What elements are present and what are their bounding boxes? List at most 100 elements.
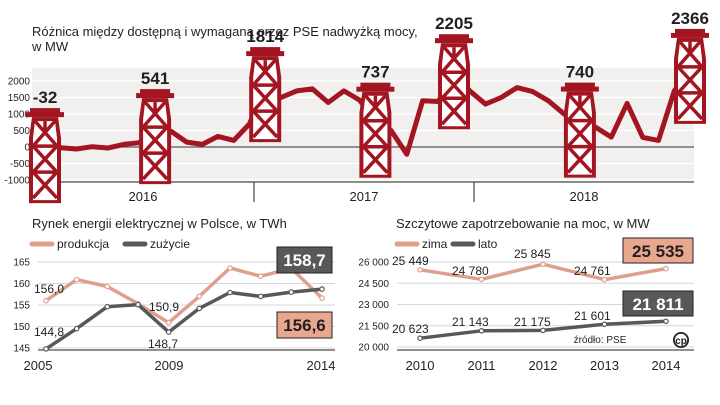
top-y-tick-label: 0 <box>24 143 30 154</box>
energy-data-point <box>43 297 49 304</box>
demand-data-point <box>540 327 546 334</box>
source-note: źródło: PSE <box>574 335 627 346</box>
energy-x-label-2005: 2005 <box>24 358 53 373</box>
demand-x-tick-label: 2013 <box>590 358 619 373</box>
peak-demand-y-axis: 26 000 24 500 23 000 21 500 20 000 <box>358 258 389 354</box>
energy-y-tick-label: 145 <box>13 344 30 355</box>
legend-label-zima: zima <box>422 237 448 251</box>
svg-text:cp: cp <box>675 336 687 347</box>
label-zima-2011: 24 780 <box>452 264 489 278</box>
energy-data-point <box>104 303 111 310</box>
energy-data-point <box>135 301 141 308</box>
top-annotation-label: -32 <box>33 88 58 107</box>
power-tower-icon <box>244 45 286 144</box>
energy-y-tick-label: 155 <box>13 301 30 312</box>
label-zima-2012: 25 845 <box>514 247 551 261</box>
label-lato-2011: 21 143 <box>452 315 489 329</box>
power-tower-icon <box>354 80 397 180</box>
energy-x-label-2014: 2014 <box>307 358 336 373</box>
energy-data-point <box>319 286 325 292</box>
produkcja-line <box>45 266 324 325</box>
energy-data-point <box>227 265 233 271</box>
top-annotation-label: 541 <box>141 69 169 88</box>
demand-x-tick-label: 2011 <box>468 358 496 373</box>
top-annotation-label: 2205 <box>435 14 473 33</box>
demand-y-tick-label: 21 500 <box>358 321 389 332</box>
demand-y-tick-label: 24 500 <box>358 279 389 290</box>
peak-demand-title: Szczytowe zapotrzebowanie na moc, w MW <box>396 216 650 231</box>
label-produkcja-2005: 156,0 <box>34 282 64 296</box>
label-zima-2013: 24 761 <box>574 264 611 278</box>
energy-data-point <box>227 289 233 296</box>
energy-market-y-axis: 165 160 155 150 145 <box>13 258 30 355</box>
energy-market-title: Rynek energii elektrycznej w Polsce, w T… <box>32 216 287 231</box>
svg-text:158,7: 158,7 <box>283 251 326 270</box>
label-lato-2013: 21 601 <box>574 309 611 323</box>
energy-data-point <box>196 305 203 312</box>
peak-demand-legend: zima lato <box>394 237 498 251</box>
power-tower-icon <box>559 80 601 180</box>
legend-label-produkcja: produkcja <box>57 237 109 251</box>
box-lato-2014: 21 811 <box>622 290 694 317</box>
demand-y-tick-label: 23 000 <box>358 300 389 311</box>
top-chart-subtitle: w MW <box>31 39 69 54</box>
top-chart: Różnica między dostępną i wymaganą przez… <box>4 9 711 205</box>
top-y-tick-label: 1000 <box>8 110 31 121</box>
top-y-tick-label: 1500 <box>8 93 31 104</box>
box-produkcja-2014: 156,6 <box>276 311 333 339</box>
energy-data-point <box>257 293 264 300</box>
demand-data-point <box>601 321 608 328</box>
top-annotation-label: 740 <box>566 63 594 82</box>
label-zuzycie-2009: 148,7 <box>148 337 178 351</box>
top-annotation-label: 1814 <box>246 27 284 46</box>
energy-data-point <box>288 289 295 295</box>
top-y-tick-label: 500 <box>13 126 30 137</box>
top-chart-title: Różnica między dostępną i wymaganą przez… <box>32 24 418 39</box>
peak-demand-x-axis: 2010 2011 2012 2013 2014 <box>406 358 681 373</box>
x-label-2017: 2017 <box>350 189 379 204</box>
energy-data-point <box>319 295 325 301</box>
box-zima-2014: 25 535 <box>622 237 694 264</box>
top-y-tick-label: 2000 <box>8 77 31 88</box>
top-y-axis: 2000 1500 1000 500 0 -500 -1000 <box>4 77 30 187</box>
label-lato-2010: 20 623 <box>392 322 429 336</box>
energy-data-point <box>43 346 49 352</box>
energy-market-legend: produkcja zużycie <box>29 237 190 251</box>
energy-data-point <box>165 329 172 335</box>
demand-data-point <box>601 276 608 283</box>
demand-data-point <box>540 261 546 268</box>
box-zuzycie-2014: 158,7 <box>276 246 333 274</box>
demand-x-tick-label: 2012 <box>529 358 558 373</box>
energy-market-points <box>43 265 325 352</box>
zuzycie-line <box>45 287 323 351</box>
energy-data-point <box>73 325 80 332</box>
power-tower-icon <box>134 87 176 186</box>
top-annotation-label: 737 <box>361 63 389 82</box>
legend-label-lato: lato <box>478 237 498 251</box>
top-y-tick-label: -1000 <box>4 176 30 187</box>
svg-text:21 811: 21 811 <box>632 295 683 314</box>
top-annotations: -32 541 1814 737 2205 740 2366 <box>33 9 709 107</box>
demand-data-point <box>663 318 669 325</box>
demand-y-tick-label: 20 000 <box>358 343 389 354</box>
top-x-axis: 2016 2017 2018 <box>32 181 694 204</box>
energy-data-point <box>196 293 203 300</box>
svg-text:25 535: 25 535 <box>632 242 684 261</box>
demand-x-tick-label: 2010 <box>406 358 435 373</box>
label-zima-2010: 25 449 <box>392 254 429 268</box>
energy-y-tick-label: 150 <box>13 322 30 333</box>
demand-data-point <box>417 266 423 273</box>
label-zuzycie-2005: 144,8 <box>34 325 64 339</box>
energy-x-label-2009: 2009 <box>155 358 184 373</box>
top-annotation-label: 2366 <box>671 9 709 28</box>
power-tower-icon <box>669 27 711 126</box>
peak-demand-gridlines <box>397 261 694 348</box>
energy-y-tick-label: 165 <box>13 258 30 269</box>
energy-data-point <box>257 273 264 280</box>
demand-data-point <box>478 276 485 283</box>
demand-data-point <box>478 327 485 334</box>
energy-data-point <box>104 283 111 290</box>
demand-data-point <box>417 335 423 342</box>
power-tower-icon <box>433 32 475 131</box>
